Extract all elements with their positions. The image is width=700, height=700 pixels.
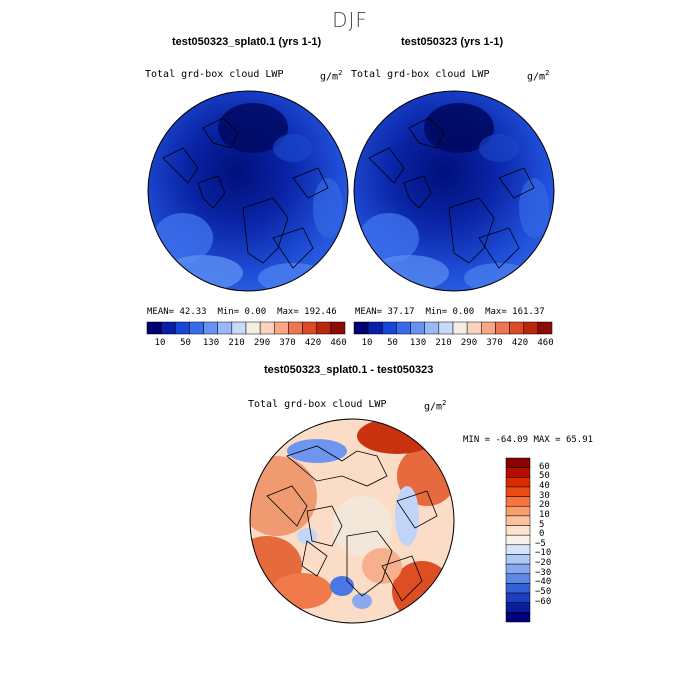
colorbar-swatch <box>203 321 218 335</box>
colorbar-swatch <box>505 534 531 546</box>
colorbar-swatch <box>509 321 524 335</box>
colorbar-swatch <box>396 321 411 335</box>
colorbar-swatch <box>175 321 190 335</box>
colorbar-swatch <box>274 321 289 335</box>
colorbar-tick-label: 60 <box>539 461 550 472</box>
colorbar-tick-label: 20 <box>539 500 550 511</box>
colorbar-swatch <box>523 321 539 335</box>
colorbar-tick-label: 210 <box>228 338 245 348</box>
colorbar-tick-label: 370 <box>486 338 503 348</box>
colorbar-swatch <box>245 321 261 335</box>
panel2-stats: MEAN= 37.17 Min= 0.00 Max= 161.37 <box>355 307 545 317</box>
panel1-units: g/m2 <box>320 69 343 83</box>
colorbar-tick-label: −10 <box>535 548 552 559</box>
colorbar-tick-label: 420 <box>304 338 322 348</box>
colorbar-swatch <box>160 321 176 335</box>
colorbar-swatch <box>231 321 247 335</box>
colorbar-swatch <box>452 321 468 335</box>
colorbar-swatch <box>316 321 332 335</box>
colorbar-tick-label: −5 <box>535 538 546 549</box>
colorbar-swatch <box>505 554 531 565</box>
difference-polar-map <box>249 418 455 624</box>
panel2-colorbar <box>353 321 553 335</box>
colorbar-swatch <box>189 321 204 335</box>
colorbar-swatch <box>505 563 531 575</box>
panel1-variable-label: Total grd-box cloud LWP <box>145 69 284 80</box>
colorbar-tick-label: 50 <box>387 338 398 348</box>
colorbar-swatch <box>438 321 454 335</box>
season-title: DJF <box>332 8 368 32</box>
colorbar-tick-label: 5 <box>539 519 545 530</box>
colorbar-swatch <box>505 457 531 468</box>
difference-variable-label: Total grd-box cloud LWP <box>248 399 387 410</box>
colorbar-swatch <box>259 321 275 335</box>
panel2-units: g/m2 <box>527 69 550 83</box>
colorbar-tick-label: 370 <box>279 338 296 348</box>
colorbar-swatch <box>146 321 162 335</box>
colorbar-tick-label: 460 <box>537 338 554 348</box>
colorbar-tick-label: 130 <box>202 338 220 348</box>
colorbar-swatch <box>505 525 531 536</box>
colorbar-tick-label: −30 <box>535 567 552 578</box>
colorbar-swatch <box>424 321 440 335</box>
panel1-colorbar-labels: 10 50 130 210 290 370 420 460 <box>0 338 700 350</box>
colorbar-tick-label: 10 <box>361 338 373 348</box>
colorbar-tick-label: 460 <box>330 338 347 348</box>
panel2-colorbar-labels: 10 50 130 210 290 370 420 460 <box>0 338 700 350</box>
colorbar-swatch <box>410 321 425 335</box>
colorbar-swatch <box>505 467 531 478</box>
panel2-variable-label: Total grd-box cloud LWP <box>351 69 490 80</box>
difference-units: g/m2 <box>424 399 447 413</box>
colorbar-tick-label: 130 <box>409 338 427 348</box>
panel1-stats: MEAN= 42.33 Min= 0.00 Max= 192.46 <box>147 307 337 317</box>
difference-minmax: MIN = -64.09 MAX = 65.91 <box>463 435 594 445</box>
panel2-polar-map <box>353 90 555 292</box>
colorbar-tick-label: 0 <box>539 529 545 540</box>
colorbar-swatch <box>217 321 233 335</box>
colorbar-tick-label: 290 <box>253 338 271 348</box>
colorbar-tick-label: −40 <box>535 577 552 588</box>
colorbar-swatch <box>537 321 553 335</box>
colorbar-tick-label: 50 <box>539 471 550 482</box>
panel1-case-title: test050323_splat0.1 (yrs 1-1) <box>172 36 322 48</box>
panel1-polar-map <box>147 90 349 292</box>
colorbar-swatch <box>481 321 496 335</box>
colorbar-swatch <box>505 515 531 526</box>
colorbar-swatch <box>505 583 531 594</box>
colorbar-tick-label: 40 <box>539 480 550 491</box>
difference-colorbar <box>505 457 531 623</box>
panel1-colorbar <box>146 321 346 335</box>
colorbar-swatch <box>505 602 531 613</box>
colorbar-swatch <box>505 477 531 488</box>
colorbar-swatch <box>505 496 531 507</box>
colorbar-swatch <box>330 321 346 335</box>
colorbar-swatch <box>466 321 482 335</box>
colorbar-swatch <box>505 592 531 603</box>
colorbar-swatch <box>353 321 369 335</box>
colorbar-swatch <box>495 321 510 335</box>
colorbar-tick-label: −50 <box>535 587 552 598</box>
colorbar-swatch <box>505 544 531 555</box>
colorbar-tick-label: −60 <box>535 596 552 607</box>
colorbar-swatch <box>382 321 397 335</box>
colorbar-swatch <box>505 486 531 497</box>
colorbar-swatch <box>505 612 531 623</box>
colorbar-swatch <box>302 321 317 335</box>
colorbar-tick-label: 210 <box>435 338 452 348</box>
colorbar-swatch <box>505 573 531 584</box>
colorbar-tick-label: 10 <box>154 338 166 348</box>
colorbar-swatch <box>505 505 531 517</box>
difference-colorbar-labels: 60 50 40 30 20 10 5 0 −5 −10 −20 −30 −40 −50 −60 <box>535 458 575 628</box>
colorbar-tick-label: 30 <box>539 490 550 501</box>
colorbar-tick-label: 290 <box>460 338 478 348</box>
colorbar-swatch <box>367 321 383 335</box>
colorbar-swatch <box>288 321 303 335</box>
colorbar-tick-label: −20 <box>535 558 552 569</box>
colorbar-tick-label: 50 <box>180 338 191 348</box>
panel2-case-title: test050323 (yrs 1-1) <box>401 36 504 48</box>
difference-title: test050323_splat0.1 - test050323 <box>264 364 434 376</box>
colorbar-tick-label: 10 <box>539 509 550 520</box>
colorbar-tick-label: 420 <box>511 338 529 348</box>
